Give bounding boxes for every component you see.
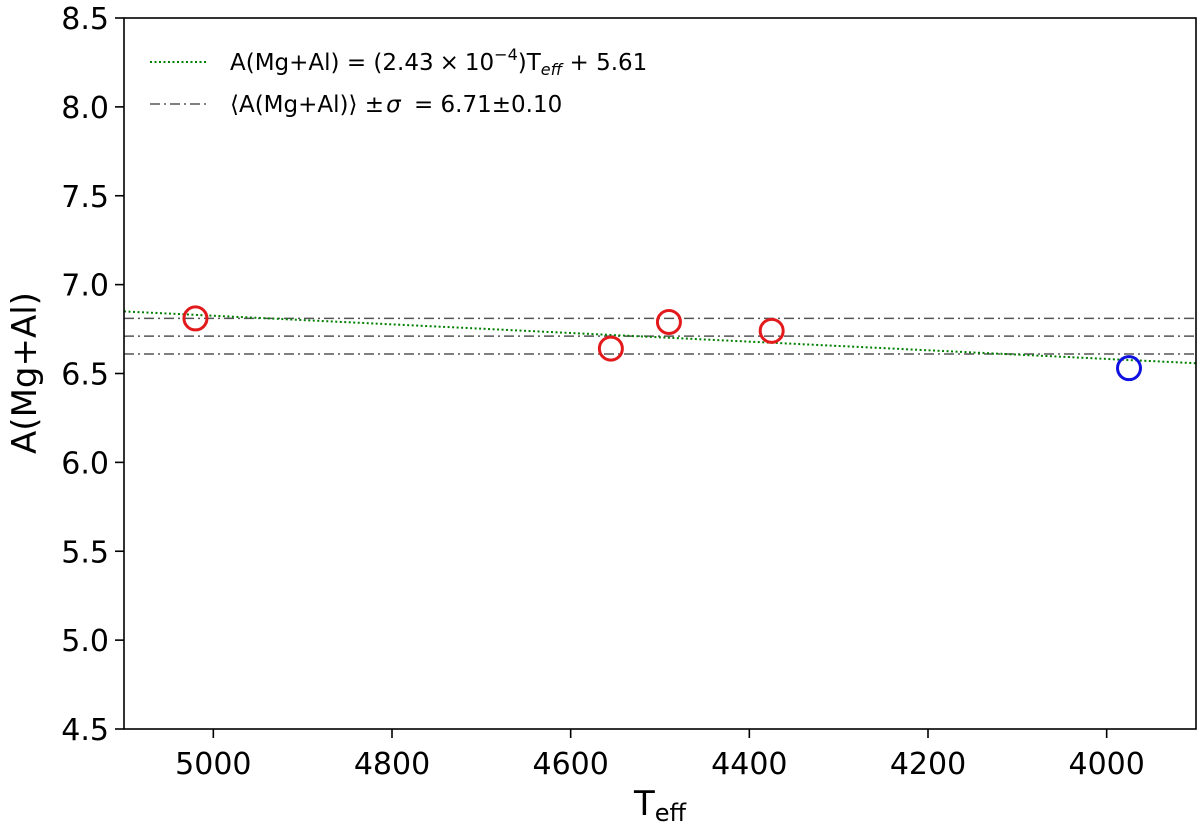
plot-frame bbox=[123, 17, 1197, 730]
x-tick-label: 4800 bbox=[354, 747, 430, 782]
x-tick-label: 4600 bbox=[532, 747, 608, 782]
data-point bbox=[1116, 355, 1142, 382]
y-tick-label: 4.5 bbox=[61, 713, 109, 748]
y-axis-ticks: 4.5 5.0 5.5 6.0 6.5 7.0 7.5 8.0 8.5 bbox=[61, 2, 124, 748]
fit-line bbox=[124, 310, 1196, 365]
y-tick-label: 7.0 bbox=[61, 269, 109, 304]
y-tick-label: 8.0 bbox=[61, 91, 109, 126]
y-tick-label: 6.0 bbox=[61, 446, 109, 481]
y-tick-label: 5.0 bbox=[61, 624, 109, 659]
y-tick-label: 5.5 bbox=[61, 535, 109, 570]
x-axis-label-subscript: eff bbox=[655, 799, 687, 827]
legend: A(Mg+Al) = (2.43 × 10−4)Teff + 5.61 ⟨A(Mg+… bbox=[150, 45, 647, 118]
data-point bbox=[655, 308, 682, 335]
x-tick-label: 4200 bbox=[890, 747, 966, 782]
y-tick-label: 8.5 bbox=[61, 2, 109, 37]
y-axis-label: A(Mg+Al) bbox=[5, 292, 45, 454]
legend-fit-label: A(Mg+Al) = (2.43 × 10−4)Teff + 5.61 bbox=[230, 45, 647, 79]
data-point bbox=[182, 305, 209, 332]
y-tick-label: 7.5 bbox=[61, 180, 109, 215]
y-tick-label: 6.5 bbox=[61, 358, 109, 393]
x-tick-label: 4000 bbox=[1068, 747, 1144, 782]
legend-mean-label: ⟨A(Mg+Al)⟩ ±σ = 6.71±0.10 bbox=[230, 92, 562, 118]
data-point bbox=[758, 317, 785, 344]
data-point bbox=[597, 335, 624, 362]
reference-lines bbox=[124, 310, 1196, 365]
x-tick-label: 5000 bbox=[175, 747, 251, 782]
x-axis-label: Teff bbox=[633, 784, 687, 827]
data-points bbox=[182, 305, 1142, 382]
x-axis-ticks: 5000 4800 4600 4400 4200 4000 bbox=[175, 729, 1145, 782]
x-tick-label: 4400 bbox=[711, 747, 787, 782]
